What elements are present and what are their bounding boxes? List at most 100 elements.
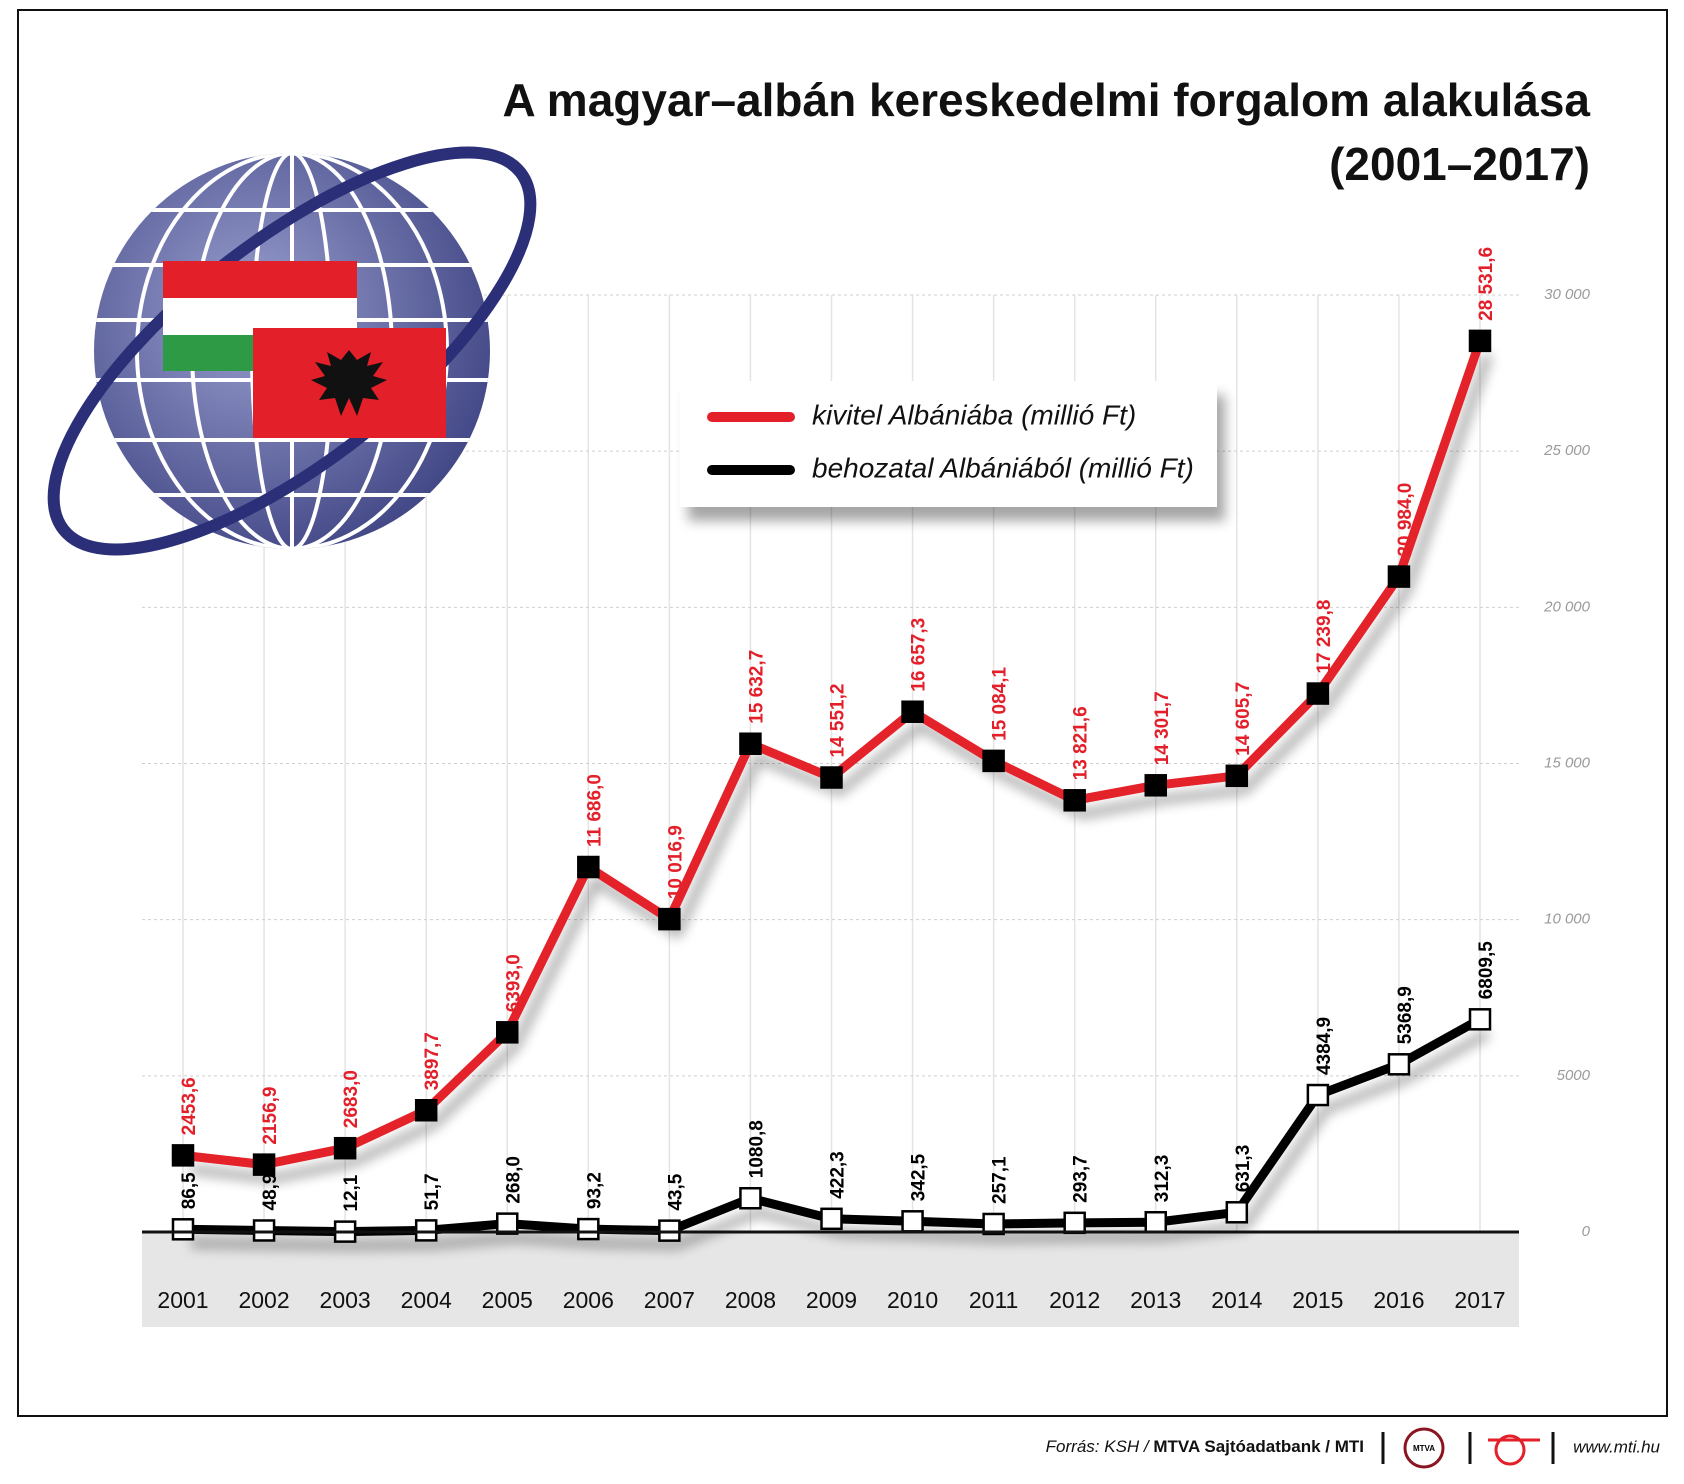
marker: [1387, 1053, 1411, 1076]
marker: [1144, 774, 1167, 797]
value-label: 14 301,7: [1152, 691, 1173, 765]
logo-circle: [1403, 1427, 1445, 1469]
value-label: 43,5: [665, 1173, 686, 1210]
x-tick-label: 2008: [725, 1287, 776, 1313]
marker: [333, 1136, 357, 1160]
value-label: 4384,9: [1314, 1017, 1335, 1075]
y-tick-label: 25 000: [1543, 442, 1591, 459]
value-label: 6393,0: [503, 954, 524, 1012]
value-label: 15 084,1: [990, 666, 1011, 740]
x-tick-label: 2003: [320, 1287, 371, 1313]
legend-box: [680, 381, 1217, 507]
legend-label: behozatal Albániából (millió Ft): [812, 452, 1194, 483]
value-label: 17 239,8: [1314, 600, 1335, 674]
value-label: 631,3: [1233, 1145, 1254, 1193]
marker: [1225, 764, 1249, 788]
value-label: 5368,9: [1395, 986, 1416, 1044]
marker: [1468, 1008, 1492, 1031]
legend: [680, 381, 1217, 507]
value-label: 2453,6: [179, 1077, 200, 1135]
x-tick-label: 2004: [401, 1287, 452, 1313]
marker: [1225, 1201, 1249, 1224]
globe-illustration: [47, 146, 537, 556]
y-tick-label: 0: [1582, 1223, 1591, 1240]
source-bold: MTVA Sajtóadatbank: [1153, 1437, 1321, 1456]
marker: [414, 1099, 438, 1122]
y-tick-label: 30 000: [1544, 286, 1591, 303]
url: www.mti.hu: [1573, 1437, 1660, 1456]
marker: [739, 1186, 762, 1210]
marker: [1063, 1211, 1086, 1235]
legend-label: kivitel Albániába (millió Ft): [812, 399, 1136, 430]
value-label: 14 551,2: [828, 684, 849, 758]
marker: [1468, 329, 1492, 353]
y-tick-label: 15 000: [1544, 754, 1591, 771]
value-label: 10 016,9: [665, 825, 686, 899]
marker: [901, 700, 924, 723]
marker: [982, 749, 1005, 773]
source-suffix: / MTI: [1321, 1437, 1364, 1456]
x-tick-label: 2015: [1292, 1287, 1343, 1313]
value-label: 312,3: [1152, 1155, 1173, 1203]
value-label: 3897,7: [422, 1032, 443, 1090]
value-label: 268,0: [503, 1156, 524, 1204]
axis-band: [142, 1232, 1519, 1327]
value-label: 422,3: [828, 1151, 849, 1199]
marker: [171, 1144, 195, 1167]
x-tick-label: 2010: [887, 1287, 938, 1313]
marker: [414, 1219, 438, 1242]
marker: [496, 1021, 519, 1044]
marker: [982, 1212, 1005, 1236]
marker: [658, 907, 681, 931]
value-label: 48,9: [260, 1173, 281, 1210]
marker: [252, 1219, 276, 1242]
value-label: 2683,0: [341, 1070, 362, 1128]
value-label: 257,1: [990, 1156, 1011, 1204]
marker: [1144, 1210, 1167, 1234]
value-label: 20 984,0: [1395, 483, 1416, 557]
value-label: 15 632,7: [746, 650, 767, 724]
value-label: 342,5: [909, 1153, 930, 1201]
y-tick-label: 5000: [1557, 1067, 1591, 1084]
marker: [820, 766, 843, 789]
value-label: 13 821,6: [1071, 706, 1092, 780]
x-tick-label: 2006: [563, 1287, 614, 1313]
value-label: 28 531,6: [1476, 247, 1497, 321]
chart-subtitle: (2001–2017): [1329, 138, 1590, 190]
marker: [577, 855, 600, 879]
marker: [1063, 789, 1086, 812]
value-label: 11 686,0: [584, 774, 605, 847]
marker: [1306, 1083, 1330, 1107]
x-tick-label: 2007: [644, 1287, 695, 1313]
x-tick-label: 2013: [1130, 1287, 1181, 1313]
x-tick-label: 2011: [969, 1287, 1018, 1313]
value-label: 16 657,3: [909, 618, 930, 692]
legend-entries: kivitel Albániába (millió Ft) behozatal A…: [707, 399, 1194, 483]
value-label: 1080,8: [746, 1120, 767, 1178]
marker: [739, 732, 762, 755]
marker: [171, 1218, 195, 1241]
logo-text: MTVA: [1413, 1444, 1435, 1453]
x-tick-label: 2005: [482, 1287, 533, 1313]
value-label: 12,1: [341, 1174, 362, 1211]
value-label: 293,7: [1071, 1155, 1092, 1203]
value-label: 93,2: [584, 1172, 605, 1209]
marker: [496, 1212, 519, 1235]
value-label: 6809,5: [1476, 941, 1497, 1000]
chart-title: A magyar–albán kereskedelmi forgalom ala…: [503, 74, 1591, 126]
source: Forrás: KSH / MTVA Sajtóadatbank / MTI: [1046, 1437, 1364, 1456]
x-tick-label: 2009: [806, 1287, 857, 1313]
marker: [577, 1217, 600, 1241]
x-tick-label: 2012: [1049, 1287, 1100, 1313]
marker: [901, 1210, 924, 1233]
x-tick-label: 2016: [1373, 1287, 1424, 1313]
frame: [17, 9, 1668, 1417]
marker: [1306, 682, 1330, 705]
value-label: 86,5: [179, 1172, 200, 1209]
y-tick-label: 10 000: [1544, 911, 1591, 928]
x-tick-label: 2014: [1211, 1287, 1262, 1313]
mti-logo: [1494, 1434, 1526, 1466]
value-label: 2156,9: [260, 1087, 281, 1145]
marker: [820, 1207, 843, 1231]
